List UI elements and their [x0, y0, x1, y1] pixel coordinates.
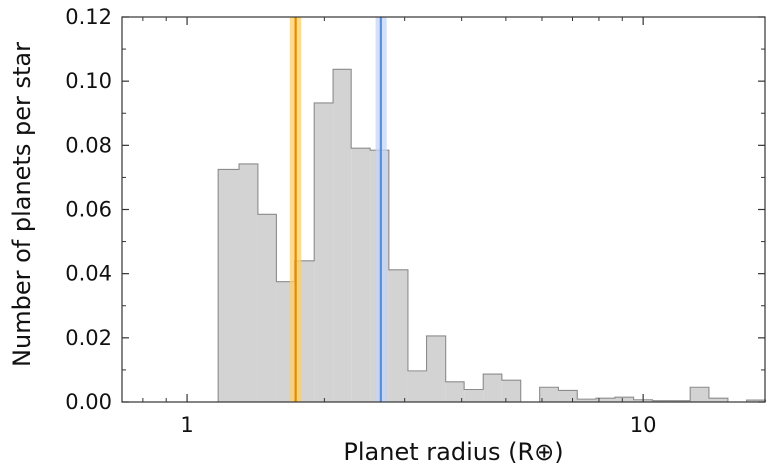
histogram-outline	[217, 68, 767, 403]
histogram-bar	[558, 390, 578, 402]
histogram-bar	[445, 381, 465, 402]
y-tick-label: 0.08	[65, 133, 112, 157]
axis-ticks	[122, 16, 765, 403]
y-tick-label: 0.12	[65, 5, 112, 29]
histogram-bar	[708, 398, 728, 402]
histogram-bar	[690, 387, 709, 402]
x-tick-label: 1	[180, 413, 193, 437]
histogram-bar	[426, 335, 446, 402]
histogram-bar	[464, 389, 484, 402]
histogram-bar	[539, 387, 559, 402]
histogram-bar	[388, 269, 408, 402]
histogram-bar	[257, 214, 277, 402]
histogram-bar	[595, 398, 615, 402]
histogram-bar	[501, 380, 521, 402]
histogram-bar	[218, 169, 240, 402]
tick-labels: 0.00 0.02 0.04 0.06 0.08 0.10 0.12 1 10	[65, 5, 656, 437]
histogram-bar	[577, 399, 596, 402]
vertical-markers	[289, 17, 387, 402]
y-tick-label: 0.00	[65, 390, 112, 414]
histogram-bar	[483, 374, 502, 402]
x-axis-label: Planet radius (R⊕)	[343, 438, 563, 466]
histogram-bar	[407, 370, 427, 402]
histogram-bar	[351, 148, 371, 402]
y-tick-label: 0.10	[65, 69, 112, 93]
y-axis-label: Number of planets per star	[8, 42, 36, 367]
histogram-bar	[239, 163, 258, 402]
histogram-bar	[314, 102, 334, 402]
histogram-bar	[614, 397, 634, 402]
histogram-bar	[652, 400, 672, 402]
x-tick-label: 10	[630, 413, 657, 437]
histogram-bar	[333, 69, 352, 402]
histogram-bar	[671, 400, 691, 402]
histogram-bar	[746, 400, 766, 402]
y-tick-label: 0.04	[65, 262, 112, 286]
y-tick-label: 0.02	[65, 326, 112, 350]
y-tick-label: 0.06	[65, 198, 112, 222]
